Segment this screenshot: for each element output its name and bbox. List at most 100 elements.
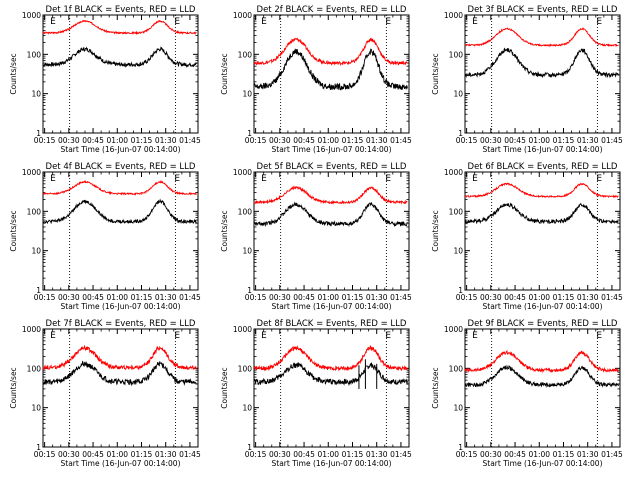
y-axis-label: Counts/sec <box>220 210 229 251</box>
x-tick-label: 00:15 <box>245 136 267 145</box>
x-tick-label: 01:00 <box>317 293 339 302</box>
vline-marker-label: E <box>385 17 391 27</box>
x-tick-label: 01:45 <box>390 136 412 145</box>
y-tick-label: 1000 <box>233 325 252 334</box>
plot-frame <box>42 14 199 134</box>
panel-title: Det 8f BLACK = Events, RED = LLD <box>257 319 407 329</box>
series-events-black <box>253 201 408 228</box>
y-tick-label: 1000 <box>22 325 41 334</box>
x-tick-label: 01:45 <box>601 293 623 302</box>
vline-marker-label: E <box>261 331 267 341</box>
vline-marker-label: E <box>261 17 267 27</box>
y-tick-label: 100 <box>449 50 464 59</box>
series-events-black <box>253 48 408 91</box>
series-lld-red <box>42 179 197 196</box>
x-tick-label: 01:15 <box>342 293 364 302</box>
x-tick-label: 01:30 <box>577 293 599 302</box>
x-tick-label: 00:15 <box>245 450 267 459</box>
y-tick-label: 10 <box>453 404 463 413</box>
y-tick-label: 1 <box>36 286 41 295</box>
x-tick-label: 01:30 <box>366 136 388 145</box>
plot-frame <box>253 171 410 291</box>
x-tick-label: 00:15 <box>34 293 56 302</box>
x-tick-label: 01:45 <box>601 450 623 459</box>
x-tick-label: 01:00 <box>317 450 339 459</box>
vline-marker-label: E <box>174 331 180 341</box>
y-tick-label: 10 <box>242 90 252 99</box>
x-tick-label: 01:30 <box>366 450 388 459</box>
x-tick-label: 01:45 <box>179 293 201 302</box>
vline-marker-label: E <box>472 174 478 184</box>
series-events-black <box>42 360 197 387</box>
x-tick-label: 01:15 <box>131 136 153 145</box>
x-tick-label: 00:45 <box>293 293 315 302</box>
x-tick-label: 01:30 <box>366 293 388 302</box>
x-tick-label: 00:45 <box>504 450 526 459</box>
panel-title: Det 9f BLACK = Events, RED = LLD <box>468 319 618 329</box>
x-tick-label: 01:30 <box>577 136 599 145</box>
y-tick-label: 1000 <box>22 11 41 20</box>
x-tick-label: 00:15 <box>456 450 478 459</box>
x-tick-label: 01:15 <box>553 136 575 145</box>
y-tick-label: 1 <box>247 443 252 452</box>
plot-frame <box>464 328 621 448</box>
plot-frame <box>42 171 199 291</box>
vline-marker-label: E <box>472 17 478 27</box>
x-tick-label: 01:45 <box>390 293 412 302</box>
y-tick-label: 100 <box>238 207 253 216</box>
y-tick-label: 100 <box>238 364 253 373</box>
x-axis-label: Start Time (16-Jun-07 00:14:00) <box>272 459 392 468</box>
panel-det-9: Det 9f BLACK = Events, RED = LLD 1 10 100 10… <box>431 319 623 468</box>
y-tick-label: 1 <box>247 286 252 295</box>
panel-title: Det 1f BLACK = Events, RED = LLD <box>46 5 196 15</box>
y-tick-label: 1000 <box>444 11 463 20</box>
y-axis-label: Counts/sec <box>220 367 229 408</box>
y-tick-label: 1 <box>458 286 463 295</box>
plot-frame <box>253 14 410 134</box>
series-lld-red <box>42 19 197 36</box>
x-tick-label: 00:15 <box>456 136 478 145</box>
y-tick-label: 1000 <box>444 325 463 334</box>
panel-det-6: Det 6f BLACK = Events, RED = LLD 1 10 100 10… <box>431 162 623 311</box>
x-tick-label: 00:30 <box>58 450 80 459</box>
x-tick-label: 00:45 <box>293 136 315 145</box>
vline-marker-label: E <box>50 174 56 184</box>
y-tick-label: 1 <box>36 443 41 452</box>
panel-det-2: Det 2f BLACK = Events, RED = LLD 1 10 100 10… <box>220 5 412 154</box>
panel-det-7: Det 7f BLACK = Events, RED = LLD 1 10 100 10… <box>9 319 201 468</box>
x-tick-label: 00:30 <box>269 136 291 145</box>
vline-marker-label: E <box>50 331 56 341</box>
y-tick-label: 10 <box>453 90 463 99</box>
series-events-black <box>42 198 197 225</box>
vline-marker-label: E <box>261 174 267 184</box>
x-axis-label: Start Time (16-Jun-07 00:14:00) <box>61 459 181 468</box>
x-tick-label: 01:30 <box>155 293 177 302</box>
y-axis-label: Counts/sec <box>9 210 18 251</box>
y-tick-label: 100 <box>27 50 42 59</box>
plot-frame <box>253 328 410 448</box>
x-tick-label: 00:30 <box>480 450 502 459</box>
x-tick-label: 00:15 <box>456 293 478 302</box>
x-tick-label: 00:30 <box>58 136 80 145</box>
x-tick-label: 01:15 <box>131 450 153 459</box>
series-events-black <box>464 202 619 225</box>
x-tick-label: 00:15 <box>245 293 267 302</box>
y-tick-label: 1 <box>458 129 463 138</box>
panel-det-4: Det 4f BLACK = Events, RED = LLD 1 10 100 10… <box>9 162 201 311</box>
plot-frame <box>464 14 621 134</box>
y-tick-label: 10 <box>31 90 41 99</box>
vline-marker-label: E <box>385 174 391 184</box>
x-tick-label: 01:15 <box>342 450 364 459</box>
y-axis-label: Counts/sec <box>431 53 440 94</box>
x-tick-label: 01:45 <box>179 450 201 459</box>
vline-marker-label: E <box>472 331 478 341</box>
x-tick-label: 01:00 <box>528 136 550 145</box>
y-tick-label: 1000 <box>233 11 252 20</box>
x-axis-label: Start Time (16-Jun-07 00:14:00) <box>272 302 392 311</box>
x-tick-label: 00:30 <box>269 450 291 459</box>
vline-marker-label: E <box>596 174 602 184</box>
y-tick-label: 1000 <box>444 168 463 177</box>
plot-frame <box>42 328 199 448</box>
x-tick-label: 00:45 <box>504 136 526 145</box>
series-lld-red <box>464 349 619 374</box>
